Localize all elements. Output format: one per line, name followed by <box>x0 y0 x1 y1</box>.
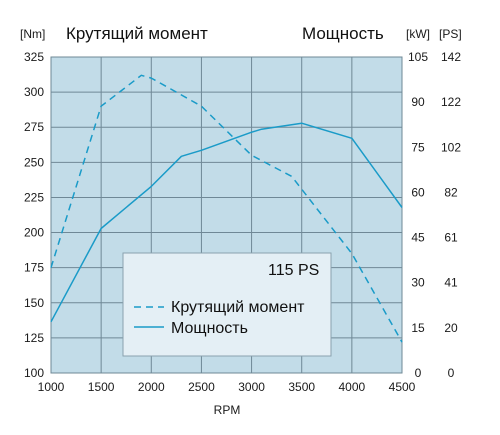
x-tick-label: 4500 <box>389 380 416 394</box>
y-kw-tick-label: 105 <box>408 50 428 64</box>
series-line-torque <box>50 74 403 343</box>
x-tick-label: 4000 <box>339 380 366 394</box>
right-axis-unit-ps: [PS] <box>439 27 462 41</box>
y-kw-tick-label: 45 <box>411 231 425 245</box>
y-kw-tick-label: 30 <box>411 276 425 290</box>
x-tick-label: 1000 <box>38 380 65 394</box>
right-axis-unit-kw: [kW] <box>406 27 430 41</box>
series-group <box>50 74 403 343</box>
x-tick-label: 2500 <box>188 380 215 394</box>
y-kw-tick-label: 75 <box>411 140 425 154</box>
x-tick-label: 2000 <box>138 380 165 394</box>
tick-labels: 1000 1500 2000 2500 3000 3500 4000 450010012515… <box>24 50 461 394</box>
left-axis-unit: [Nm] <box>20 27 45 41</box>
legend: 115 PS Крутящий момент Мощность <box>122 252 332 357</box>
x-axis-label: RPM <box>214 403 241 417</box>
y-ps-tick-label: 102 <box>441 140 461 154</box>
legend-box <box>122 252 332 357</box>
y-ps-tick-label: 122 <box>441 95 461 109</box>
y-left-tick-label: 175 <box>24 261 44 275</box>
y-left-tick-label: 250 <box>24 155 44 169</box>
plot-frame <box>50 56 403 374</box>
y-left-tick-label: 100 <box>24 366 44 380</box>
y-left-tick-label: 275 <box>24 120 44 134</box>
y-left-tick-label: 200 <box>24 226 44 240</box>
series-line-power <box>50 122 403 323</box>
right-title: Мощность <box>302 24 384 43</box>
y-left-tick-label: 300 <box>24 85 44 99</box>
y-kw-tick-label: 15 <box>411 321 425 335</box>
y-kw-tick-label: 60 <box>411 185 425 199</box>
y-ps-tick-label: 20 <box>444 321 458 335</box>
y-ps-tick-label: 0 <box>448 366 455 380</box>
y-ps-tick-label: 61 <box>444 231 458 245</box>
y-left-tick-label: 325 <box>24 50 44 64</box>
x-tick-label: 3000 <box>238 380 265 394</box>
left-title: Крутящий момент <box>66 24 208 43</box>
legend-title: 115 PS <box>268 262 319 279</box>
y-left-tick-label: 150 <box>24 296 44 310</box>
x-tick-label: 1500 <box>88 380 115 394</box>
y-left-tick-label: 125 <box>24 331 44 345</box>
y-left-tick-label: 225 <box>24 190 44 204</box>
y-ps-tick-label: 142 <box>441 50 461 64</box>
legend-label-torque: Крутящий момент <box>171 299 305 316</box>
y-ps-tick-label: 41 <box>444 276 458 290</box>
y-kw-tick-label: 0 <box>415 366 422 380</box>
x-tick-label: 3500 <box>288 380 315 394</box>
y-ps-tick-label: 82 <box>444 185 458 199</box>
y-kw-tick-label: 90 <box>411 95 425 109</box>
legend-label-power: Мощность <box>171 320 248 337</box>
